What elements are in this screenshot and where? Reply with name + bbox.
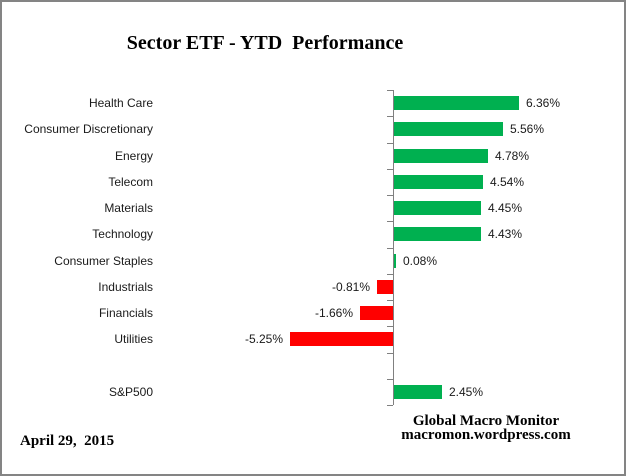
value-label: 2.45%	[449, 385, 484, 399]
category-label: Technology	[92, 227, 153, 241]
footer-date: April 29, 2015	[20, 433, 115, 449]
value-label: 4.43%	[488, 227, 523, 241]
category-label: Utilities	[114, 332, 153, 346]
axis-tick	[387, 274, 393, 275]
axis-tick	[387, 405, 393, 406]
footer-source-url: macromon.wordpress.com	[401, 427, 571, 443]
axis-tick	[387, 169, 393, 170]
bar	[377, 280, 393, 294]
value-label: -5.25%	[244, 332, 283, 346]
bar	[394, 149, 488, 163]
value-label: -1.66%	[314, 306, 353, 320]
category-label: Telecom	[108, 175, 153, 189]
axis-tick	[387, 248, 393, 249]
bar	[394, 96, 519, 110]
bar	[360, 306, 393, 320]
category-label: Financials	[98, 306, 153, 320]
category-label: Industrials	[98, 280, 153, 294]
axis-tick	[387, 379, 393, 380]
category-label: Consumer Discretionary	[24, 122, 153, 136]
bar	[394, 175, 483, 189]
footer-source: Global Macro Monitor macromon.wordpress.…	[390, 413, 582, 443]
category-label: Materials	[104, 201, 153, 215]
axis-tick	[387, 300, 393, 301]
category-label: S&P500	[108, 385, 153, 399]
footer-source-name: Global Macro Monitor	[412, 413, 560, 429]
axis-tick	[387, 326, 393, 327]
chart-title: Sector ETF - YTD Performance	[126, 32, 404, 54]
category-label: Health Care	[88, 96, 153, 110]
bar	[394, 227, 481, 241]
value-label: 4.54%	[490, 175, 525, 189]
bar	[394, 201, 481, 215]
category-axis	[393, 90, 394, 405]
value-label: 4.45%	[488, 201, 523, 215]
category-label: Energy	[114, 149, 153, 163]
axis-tick	[387, 116, 393, 117]
value-label: 0.08%	[403, 254, 438, 268]
value-label: 5.56%	[510, 122, 545, 136]
category-label: Consumer Staples	[54, 254, 153, 268]
axis-tick	[387, 195, 393, 196]
value-label: 6.36%	[526, 96, 561, 110]
bar	[394, 385, 442, 399]
bar	[290, 332, 393, 346]
bar	[394, 122, 503, 136]
value-label: 4.78%	[495, 149, 530, 163]
axis-tick	[387, 221, 393, 222]
value-label: -0.81%	[331, 280, 370, 294]
axis-tick	[387, 90, 393, 91]
axis-tick	[387, 143, 393, 144]
axis-tick	[387, 353, 393, 354]
bar	[394, 254, 396, 268]
